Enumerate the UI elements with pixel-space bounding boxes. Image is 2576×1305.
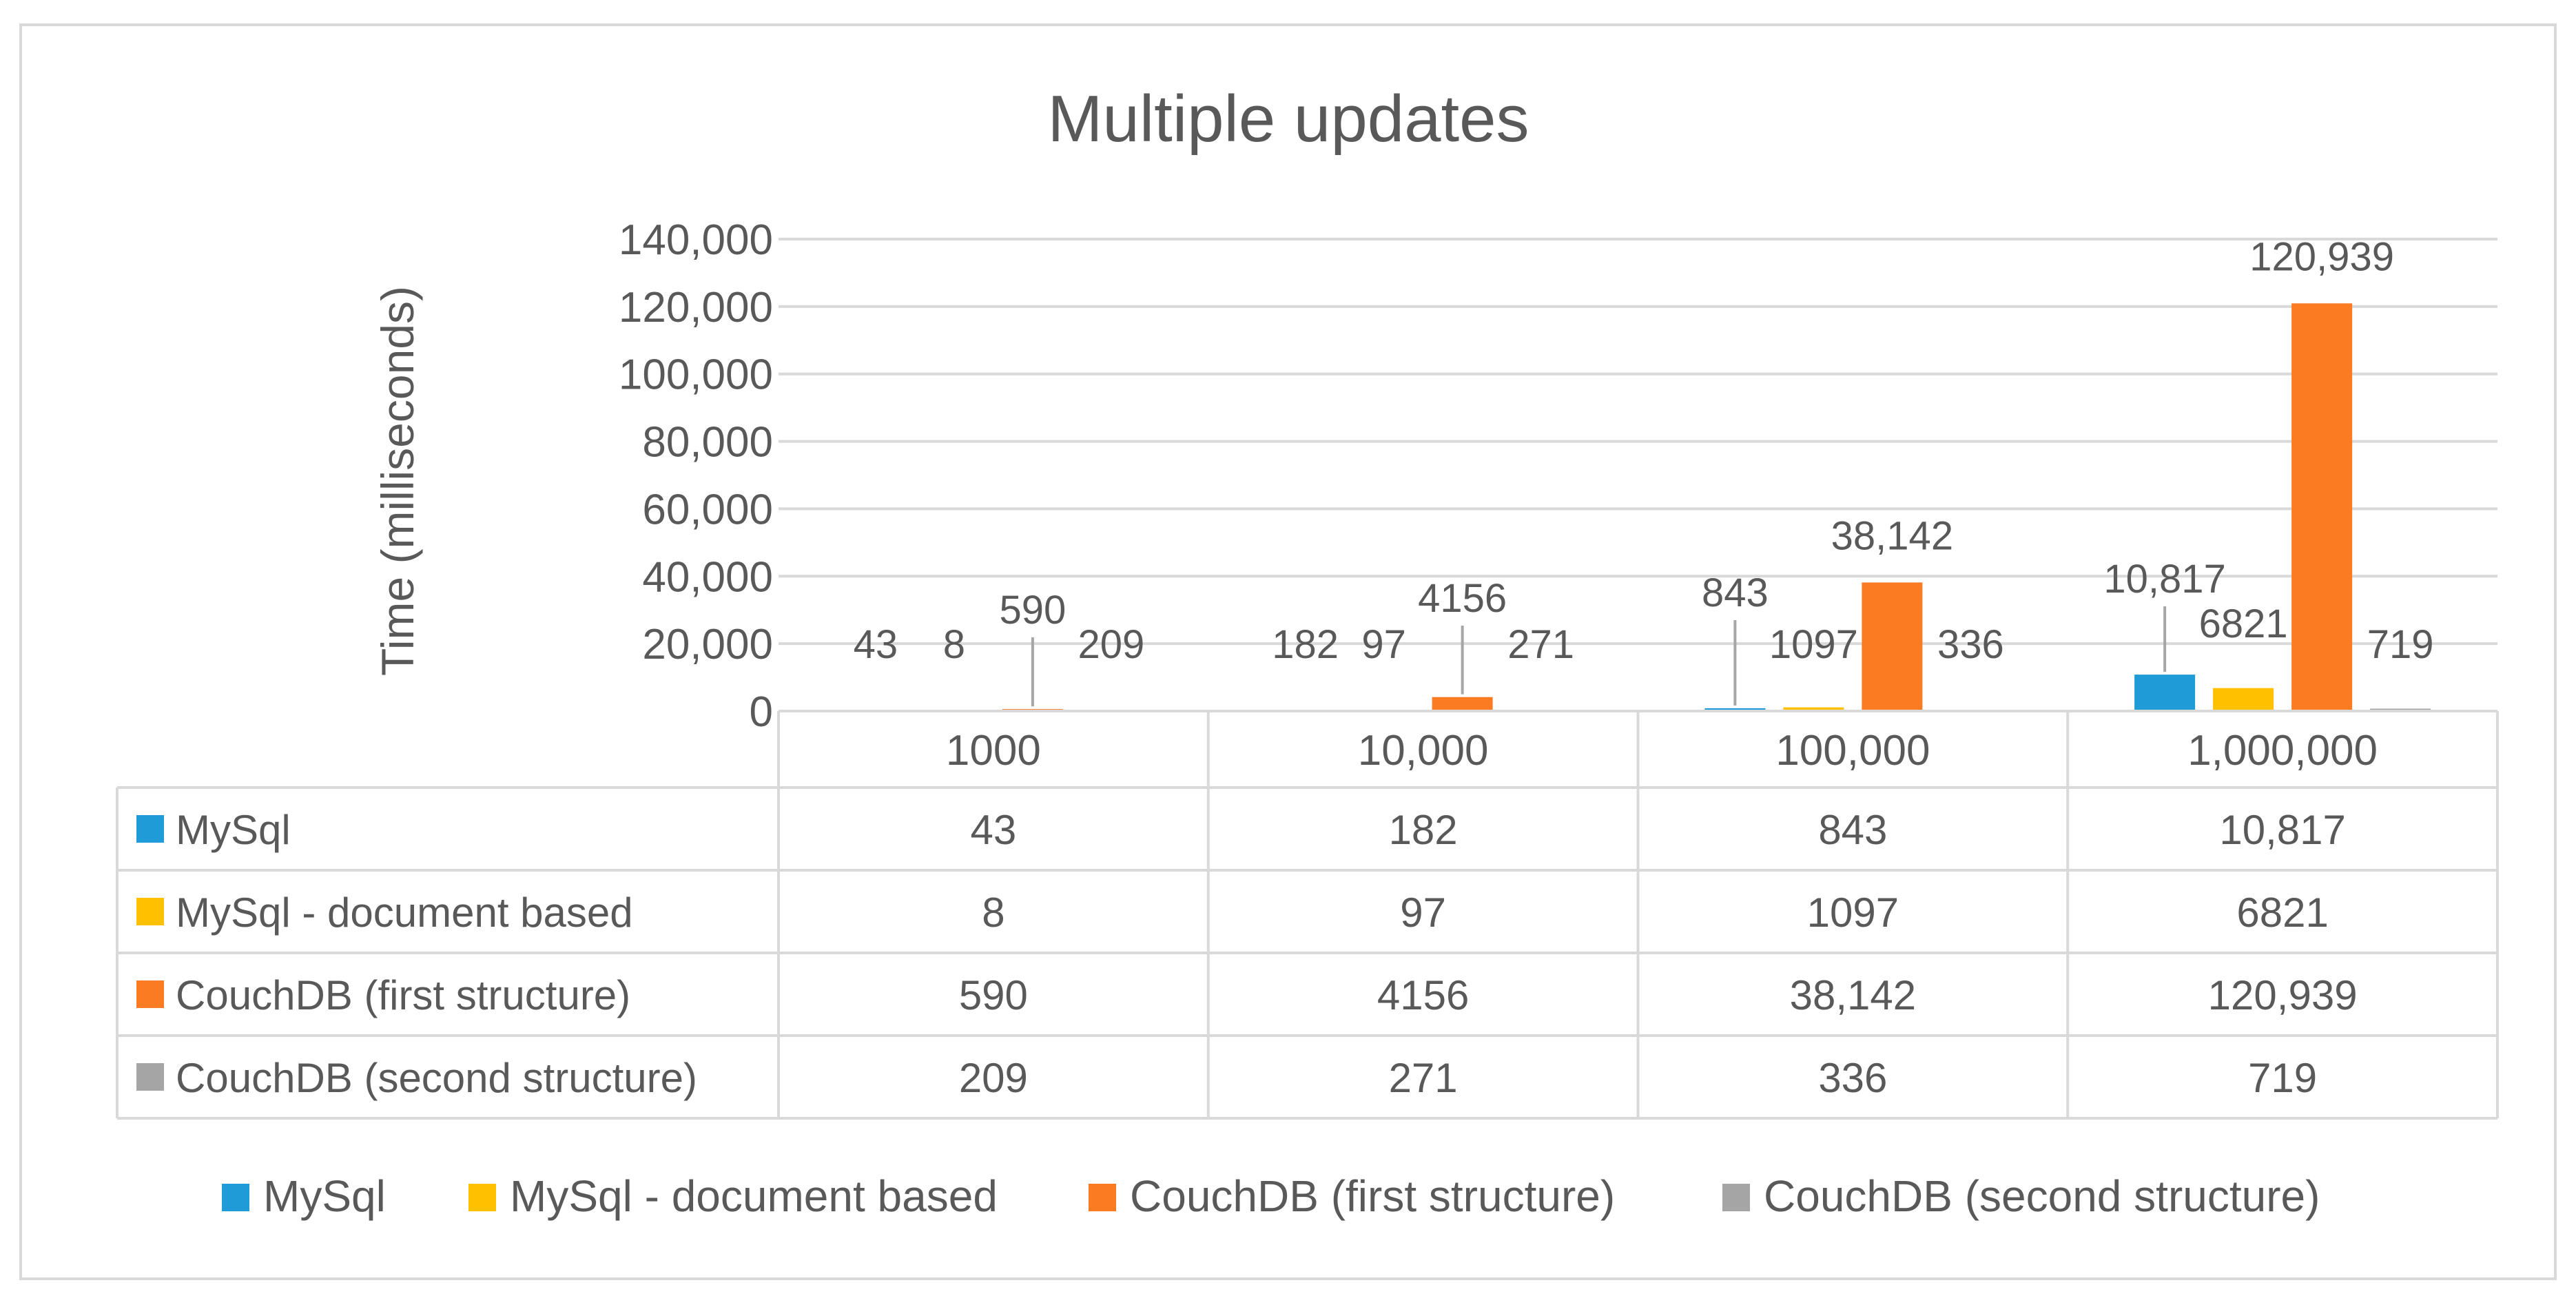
legend-key-swatch	[136, 815, 164, 843]
table-cell: 209	[959, 1055, 1028, 1101]
bar	[2213, 688, 2274, 711]
legend-swatch	[468, 1184, 496, 1211]
table-cell: 590	[959, 972, 1028, 1018]
legend-label: MySql - document based	[510, 1171, 998, 1221]
bar	[2134, 675, 2196, 711]
chart-frame	[19, 23, 2557, 1280]
legend-key-swatch	[136, 980, 164, 1008]
legend-label: CouchDB (second structure)	[1764, 1171, 2320, 1221]
data-label: 120,939	[2249, 234, 2394, 279]
x-tick-label: 1,000,000	[2187, 727, 2378, 774]
data-label: 209	[1078, 622, 1144, 667]
data-label: 10,817	[2103, 557, 2225, 602]
y-tick-label: 0	[750, 688, 773, 736]
table-cell: 182	[1389, 807, 1458, 853]
data-label: 97	[1361, 622, 1406, 667]
table-cell: 271	[1389, 1055, 1458, 1101]
bar	[1432, 697, 1493, 711]
data-label: 8	[943, 622, 965, 667]
data-label: 336	[1937, 622, 2004, 667]
table-cell: 843	[1818, 807, 1887, 853]
table-cell: 43	[971, 807, 1017, 853]
bar	[1783, 707, 1844, 711]
x-tick-label: 100,000	[1775, 727, 1930, 774]
table-row-label: MySql - document based	[176, 890, 633, 936]
legend-key-swatch	[136, 898, 164, 925]
x-tick-label: 1000	[946, 727, 1041, 774]
table-cell: 1097	[1807, 890, 1899, 936]
y-tick-label: 40,000	[642, 553, 773, 601]
bar	[1704, 708, 1766, 711]
table-cell: 4156	[1377, 972, 1469, 1018]
table-row-label: MySql	[176, 807, 291, 853]
table-cell: 38,142	[1790, 972, 1917, 1018]
table-cell: 6821	[2236, 890, 2328, 936]
legend-swatch	[222, 1184, 249, 1211]
y-tick-label: 20,000	[642, 621, 773, 668]
y-tick-label: 100,000	[619, 351, 773, 399]
y-tick-label: 80,000	[642, 419, 773, 466]
table-cell: 120,939	[2208, 972, 2358, 1018]
y-axis-label: Time (milliseconds)	[372, 286, 423, 676]
bar	[2291, 303, 2353, 711]
table-cell: 719	[2248, 1055, 2317, 1101]
y-tick-label: 140,000	[619, 216, 773, 264]
table-cell: 8	[982, 890, 1004, 936]
table-cell: 97	[1400, 890, 1446, 936]
data-label: 43	[854, 622, 898, 667]
legend-label: CouchDB (first structure)	[1130, 1171, 1615, 1221]
bar	[1862, 582, 1923, 711]
y-tick-label: 120,000	[619, 284, 773, 331]
data-label: 719	[2367, 622, 2434, 667]
table-cell: 10,817	[2219, 807, 2346, 853]
data-label: 843	[1702, 571, 1769, 615]
x-tick-label: 10,000	[1358, 727, 1489, 774]
y-tick-label: 60,000	[642, 486, 773, 533]
data-label: 6821	[2199, 602, 2288, 646]
table-row-label: CouchDB (second structure)	[176, 1055, 697, 1101]
data-label: 182	[1272, 622, 1339, 667]
table-cell: 336	[1818, 1055, 1887, 1101]
data-label: 590	[999, 588, 1066, 633]
legend-swatch	[1722, 1184, 1750, 1211]
legend-key-swatch	[136, 1063, 164, 1091]
chart-title: Multiple updates	[1047, 82, 1529, 156]
data-label: 4156	[1418, 576, 1507, 621]
table-row-label: CouchDB (first structure)	[176, 972, 630, 1018]
legend-swatch	[1089, 1184, 1116, 1211]
data-label: 1097	[1769, 622, 1858, 667]
data-label: 38,142	[1831, 513, 1953, 558]
legend-label: MySql	[263, 1171, 386, 1221]
data-label: 271	[1507, 622, 1574, 667]
